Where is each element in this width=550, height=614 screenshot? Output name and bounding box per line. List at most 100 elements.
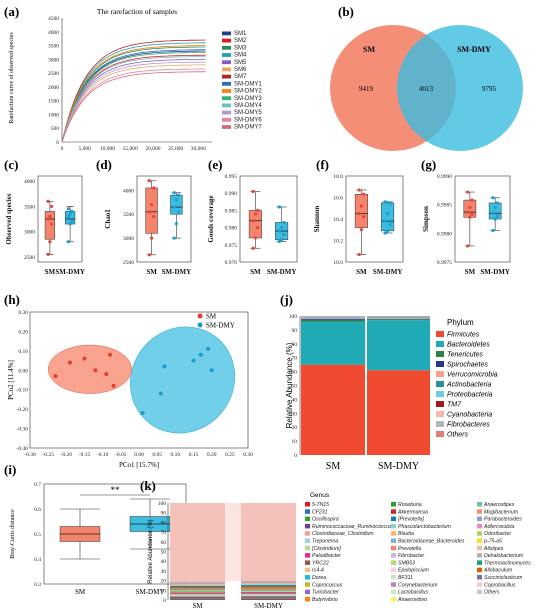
phylum-legend-swatch xyxy=(436,391,444,397)
genus-bar-segment xyxy=(170,589,225,590)
bray-x-label: SM-DMY xyxy=(136,588,165,596)
genus-y-tick: 10 xyxy=(161,588,167,594)
boxplot-point xyxy=(147,210,152,214)
phylum-legend-swatch xyxy=(436,351,444,357)
panel-label-h: (h) xyxy=(4,292,20,307)
rarefaction-legend-label: SM4 xyxy=(234,53,247,59)
boxplot-ylabel: Goods coverage xyxy=(207,195,215,242)
genus-y-tick: 60 xyxy=(161,540,167,546)
phylum-legend-swatch xyxy=(436,401,444,407)
boxplot-point xyxy=(383,200,387,204)
phylum-bar-segment xyxy=(301,319,365,322)
pcoa-xlabel: PCo1 [15.7%] xyxy=(119,461,159,469)
rarefaction-series-line xyxy=(62,50,206,141)
rarefaction-legend-swatch xyxy=(222,89,231,93)
boxplot-y-tick: 0.970 xyxy=(225,260,238,266)
boxplot-y-tick: 10.2 xyxy=(333,239,343,245)
rarefaction-legend-label: SM-DMY1 xyxy=(234,81,262,87)
genus-legend-label: 5-7N15 xyxy=(312,502,329,508)
genus-bar-segment xyxy=(170,586,225,588)
genus-legend-swatch xyxy=(391,502,396,507)
panel-label-j: (j) xyxy=(280,292,293,307)
phylum-legend-label: Actinobacteria xyxy=(446,382,491,389)
boxplot-point xyxy=(251,219,255,223)
phylum-legend-swatch xyxy=(436,341,444,347)
boxplot-y-tick: 2500 xyxy=(24,255,35,261)
pcoa-point xyxy=(158,391,163,396)
boxplot-y-tick: 3500 xyxy=(123,212,134,218)
genus-legend-label: SMB53 xyxy=(398,560,415,566)
pcoa-point xyxy=(140,411,145,416)
bray-ylabel: Bray-Curtis distance xyxy=(10,509,16,559)
boxplot-point xyxy=(383,231,387,235)
rarefaction-title: The rarefaction of samples xyxy=(97,7,177,16)
pcoa-x-tick: 0.15 xyxy=(189,452,199,458)
boxplot-point xyxy=(174,222,179,226)
boxplot-point xyxy=(66,214,70,219)
rarefaction-legend-label: SM6 xyxy=(234,67,247,73)
boxplot-box xyxy=(44,211,55,240)
genus-legend-label: Phascolarctobacterium xyxy=(398,524,451,530)
boxplot-point xyxy=(149,236,154,240)
genus-legend-swatch xyxy=(391,567,396,573)
rarefaction-y-tick: 1000 xyxy=(48,112,59,118)
pcoa-point xyxy=(162,364,167,369)
genus-legend-label: Turicibacter xyxy=(312,590,339,596)
bray-y-tick: 0.7 xyxy=(34,482,41,488)
pcoa-y-tick: 0.30 xyxy=(18,310,28,316)
phylum-legend-swatch xyxy=(436,421,444,427)
boxplot-point xyxy=(468,205,472,210)
genus-legend-swatch xyxy=(477,538,482,543)
genus-legend-label: Blautia xyxy=(398,531,414,537)
boxplot-point xyxy=(491,228,495,233)
boxplot-point xyxy=(468,215,472,219)
boxplot-ylabel: Shannon xyxy=(313,206,321,233)
rarefaction-legend-label: SM-DMY7 xyxy=(234,125,262,131)
boxplot-box xyxy=(170,194,183,215)
boxplot-point xyxy=(388,222,392,226)
boxplot-y-tick: 4000 xyxy=(24,179,35,185)
boxplot-point xyxy=(68,222,72,226)
genus-bar-segment xyxy=(241,593,296,595)
genus-legend-swatch xyxy=(305,575,310,580)
boxplot-box xyxy=(354,194,368,228)
genus-bar-segment xyxy=(170,587,225,589)
boxplot-y-tick: 0.9985 xyxy=(437,203,452,209)
pcoa-x-tick: 0.10 xyxy=(171,452,181,458)
phylum-y-tick: 70 xyxy=(292,356,298,362)
boxplot-point xyxy=(362,192,366,196)
genus-legend-label: Lactobacillus xyxy=(398,590,428,596)
genus-bar-segment xyxy=(170,584,225,586)
boxplot-point xyxy=(386,229,390,233)
panel-label-f: (f) xyxy=(316,157,329,172)
genus-legend-label: Paludibacter xyxy=(312,553,341,559)
boxplot-point xyxy=(466,244,470,248)
phylum-bar-segment xyxy=(301,316,365,319)
boxplot-y-tick: 0.980 xyxy=(225,226,238,232)
rarefaction-series-line xyxy=(62,61,206,141)
pcoa-ellipse-smdmy xyxy=(130,326,236,434)
pcoa-x-tick: -0.10 xyxy=(97,452,109,458)
boxplot-x-label: SM xyxy=(250,268,261,276)
rarefaction-y-tick: 3000 xyxy=(48,57,59,63)
boxplot-point xyxy=(466,190,470,194)
genus-bar-segment xyxy=(241,580,296,582)
boxplot-ylabel: Observed species xyxy=(5,193,13,244)
rarefaction-x-tick: 15,000 xyxy=(123,146,138,152)
phylum-legend-label: Others xyxy=(447,432,469,439)
genus-legend-label: Dorea xyxy=(312,575,326,581)
panel-label-i: (i) xyxy=(4,462,16,477)
pcoa-point xyxy=(67,360,72,365)
phylum-legend-label: Spirochaetes xyxy=(447,362,488,369)
rarefaction-x-tick: 30,000 xyxy=(191,146,206,152)
panel-label-c: (c) xyxy=(4,157,18,172)
genus-legend-label: Epulopiscium xyxy=(398,568,430,574)
rarefaction-legend-label: SM-DMY2 xyxy=(234,89,262,95)
rarefaction-legend-label: SM7 xyxy=(234,74,247,80)
boxplot-point xyxy=(495,214,499,218)
rarefaction-ylabel: Rarefaction curve of observed species xyxy=(8,32,15,124)
phylum-bar-link xyxy=(365,320,367,371)
genus-legend-label: p-75-a5 xyxy=(483,539,502,545)
phylum-ylabel: Relative Abundance (%) xyxy=(285,342,294,428)
